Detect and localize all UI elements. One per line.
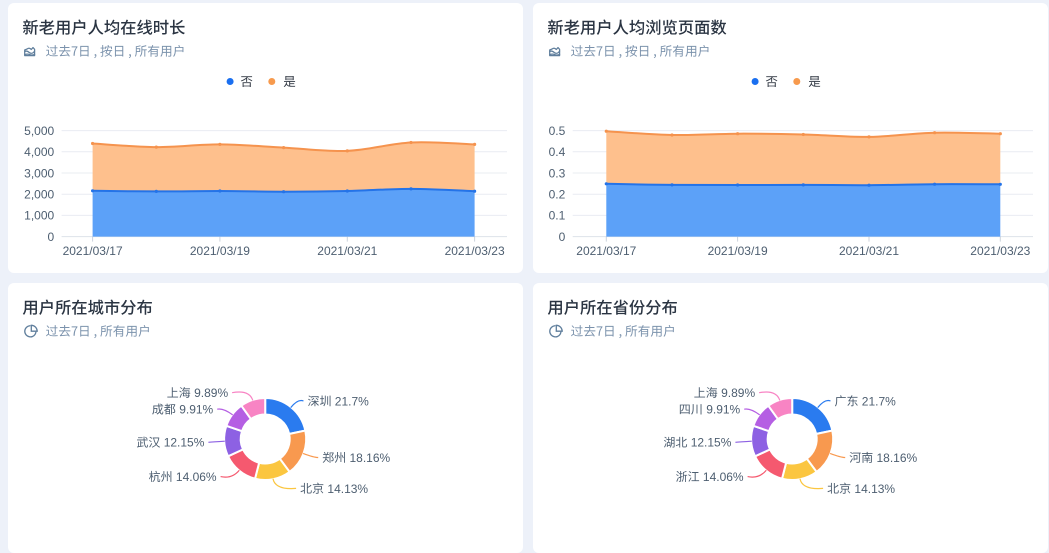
- svg-text:2021/03/23: 2021/03/23: [445, 244, 505, 258]
- svg-text:18.16%: 18.16%: [877, 451, 918, 465]
- svg-text:2,000: 2,000: [24, 188, 54, 202]
- svg-text:0.4: 0.4: [549, 145, 566, 159]
- svg-text:9.89%: 9.89%: [721, 386, 755, 400]
- svg-text:5,000: 5,000: [24, 124, 54, 138]
- svg-text:12.15%: 12.15%: [164, 436, 205, 450]
- svg-text:1,000: 1,000: [24, 209, 54, 223]
- svg-text:2021/03/17: 2021/03/17: [576, 244, 636, 258]
- svg-text:2021/03/21: 2021/03/21: [317, 244, 377, 258]
- svg-text:18.16%: 18.16%: [350, 451, 391, 465]
- svg-text:2021/03/21: 2021/03/21: [839, 244, 899, 258]
- svg-text:21.7%: 21.7%: [335, 394, 369, 408]
- svg-text:9.91%: 9.91%: [706, 403, 740, 417]
- svg-text:0.5: 0.5: [549, 124, 566, 138]
- svg-text:14.13%: 14.13%: [327, 482, 368, 496]
- svg-text:2021/03/17: 2021/03/17: [63, 244, 123, 258]
- svg-text:0: 0: [48, 230, 55, 244]
- svg-text:9.91%: 9.91%: [179, 403, 213, 417]
- svg-text:2021/03/19: 2021/03/19: [708, 244, 768, 258]
- svg-text:0.2: 0.2: [549, 188, 566, 202]
- svg-text:9.89%: 9.89%: [194, 386, 228, 400]
- svg-text:3,000: 3,000: [24, 166, 54, 180]
- svg-text:4,000: 4,000: [24, 145, 54, 159]
- svg-text:14.13%: 14.13%: [854, 482, 895, 496]
- svg-text:14.06%: 14.06%: [703, 470, 744, 484]
- svg-text:12.15%: 12.15%: [691, 436, 732, 450]
- svg-text:21.7%: 21.7%: [862, 394, 896, 408]
- svg-text:14.06%: 14.06%: [176, 470, 217, 484]
- svg-text:0: 0: [559, 230, 566, 244]
- svg-text:0.3: 0.3: [549, 166, 566, 180]
- svg-text:2021/03/23: 2021/03/23: [970, 244, 1030, 258]
- svg-text:0.1: 0.1: [549, 209, 566, 223]
- svg-text:2021/03/19: 2021/03/19: [190, 244, 250, 258]
